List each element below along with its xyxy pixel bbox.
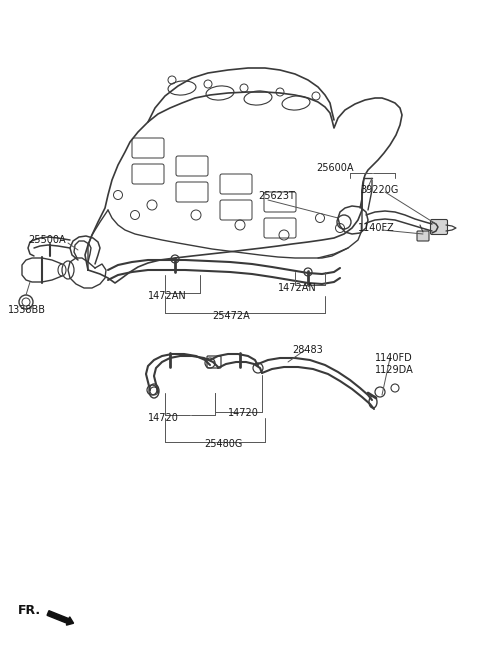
FancyBboxPatch shape: [431, 219, 447, 235]
FancyArrow shape: [47, 610, 73, 625]
Text: 14720: 14720: [228, 408, 259, 418]
Text: 25600A: 25600A: [316, 163, 353, 173]
Text: 25480G: 25480G: [204, 439, 242, 449]
Text: 1140FD: 1140FD: [375, 353, 413, 363]
Text: FR.: FR.: [18, 604, 41, 616]
Text: 1472AN: 1472AN: [278, 283, 317, 293]
Text: 25500A: 25500A: [28, 235, 66, 245]
Text: 39220G: 39220G: [360, 185, 398, 195]
Text: 25472A: 25472A: [212, 311, 250, 321]
Text: 25623T: 25623T: [258, 191, 295, 201]
FancyBboxPatch shape: [417, 231, 429, 241]
Text: 28483: 28483: [292, 345, 323, 355]
Text: 1129DA: 1129DA: [375, 365, 414, 375]
Text: 14720: 14720: [148, 413, 179, 423]
Text: 1140FZ: 1140FZ: [358, 223, 395, 233]
Text: 1338BB: 1338BB: [8, 305, 46, 315]
Text: 1472AN: 1472AN: [148, 291, 187, 301]
